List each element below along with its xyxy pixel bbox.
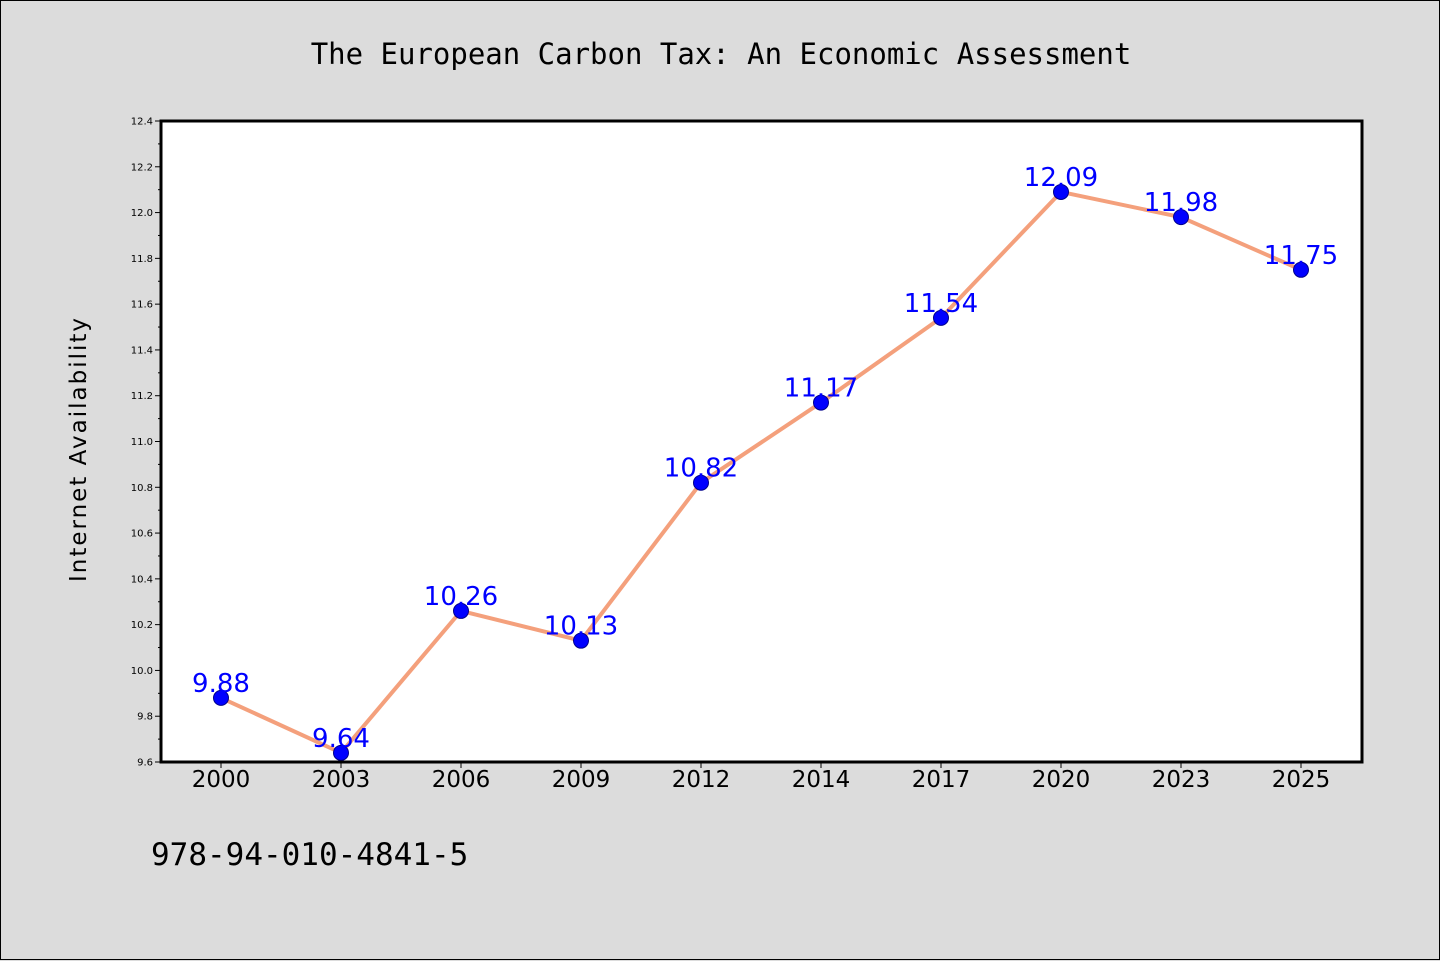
y-axis-label: Internet Availability [66,316,92,582]
data-point [1173,209,1189,226]
data-point [333,744,349,761]
data-label: 10.26 [424,582,498,612]
y-tick-label: 11.0 [131,437,153,448]
data-point [1293,261,1309,278]
footer-isbn: 978-94-010-4841-5 [151,837,468,873]
y-tick-label: 9.6 [137,758,153,769]
x-tick-label: 2020 [1032,767,1091,793]
x-axis: 2000 2003 2006 2009 2012 2014 2017 2020 2023 2025 [192,762,1331,793]
x-tick-label: 2003 [312,767,371,793]
data-label: 9.88 [192,669,250,699]
plot-frame [159,119,1364,764]
y-tick-label: 11.2 [131,391,153,402]
y-tick-label: 11.6 [131,300,153,311]
data-point [453,602,469,619]
data-label: 11.75 [1264,241,1338,271]
x-tick-label: 2025 [1272,767,1331,793]
series-polyline [220,189,1302,755]
data-point [213,689,229,706]
x-tick-label: 2006 [432,767,491,793]
data-point [1053,183,1069,200]
y-tick-label: 12.2 [131,162,153,173]
data-point [813,394,829,411]
x-tick-label: 2009 [552,767,611,793]
y-tick-label: 10.2 [131,620,153,631]
y-tick-label: 11.8 [131,254,153,265]
series-markers [213,183,1309,761]
data-point [573,632,589,649]
chart-title: The European Carbon Tax: An Economic Ass… [311,37,1132,71]
y-axis: 9.6 9.8 10.0 10.2 10.4 10.6 10.8 11.0 11.2 11.4 11… [131,117,161,769]
data-point [933,309,949,326]
y-tick-label: 10.0 [131,666,153,677]
y-tick-label: 12.0 [131,208,153,219]
x-tick-label: 2014 [792,767,851,793]
y-tick-label: 11.4 [131,345,153,356]
data-point [693,474,709,491]
data-label: 11.98 [1144,188,1218,218]
x-tick-label: 2017 [912,767,971,793]
data-label: 12.09 [1024,163,1098,193]
data-labels: 9.88 9.64 10.26 10.13 10.82 11.17 11.54 12.09 11… [192,163,1338,754]
data-label: 9.64 [312,724,370,754]
y-tick-label: 9.8 [137,712,153,723]
y-tick-label: 12.4 [131,117,153,128]
x-tick-label: 2023 [1152,767,1211,793]
y-tick-label: 10.4 [131,574,153,585]
y-tick-label: 10.6 [131,529,153,540]
data-label: 10.82 [664,454,738,484]
x-tick-label: 2000 [192,767,251,793]
data-label: 11.17 [784,374,858,404]
y-tick-label: 10.8 [131,483,153,494]
data-label: 11.54 [904,289,978,319]
data-label: 10.13 [544,612,618,642]
x-tick-label: 2012 [672,767,731,793]
series-line [220,189,1302,755]
